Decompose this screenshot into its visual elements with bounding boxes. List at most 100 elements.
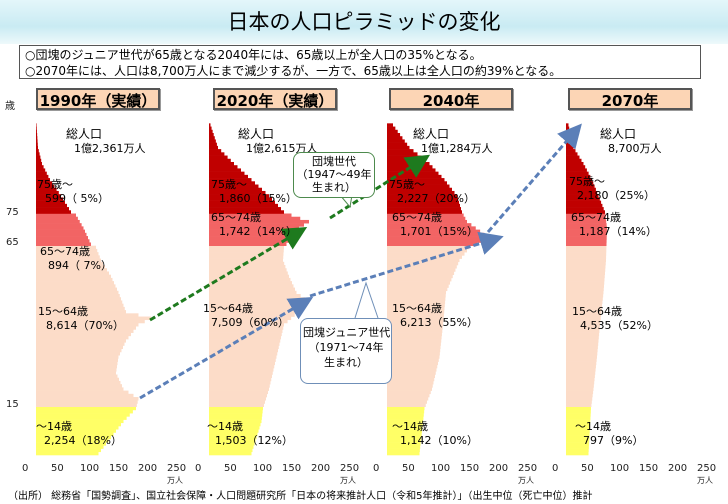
pyramid-bar (566, 342, 599, 346)
pyramid-bar (36, 133, 38, 137)
pyramid-bar (36, 174, 49, 179)
pyramid-bar (36, 329, 134, 333)
pyramid-bar (566, 310, 602, 314)
pyramid-bar (209, 203, 278, 208)
pyramid-bar (387, 306, 445, 311)
group-value: 1,860（15%） (219, 192, 297, 205)
pyramid-bar (387, 187, 452, 192)
pyramid-bar (36, 355, 119, 359)
pyramid-bar (36, 223, 82, 227)
group-label: 65～74歳 (40, 245, 90, 258)
pyramid-bar (566, 265, 606, 269)
pyramid-bar (209, 194, 269, 198)
pyramid-bar (36, 203, 67, 208)
pyramid-bar (387, 348, 441, 353)
pyramid-bar (566, 345, 598, 350)
group-label: 75歳～ (211, 178, 247, 191)
pyramid-bar (209, 403, 264, 407)
ytick-15: 15 (6, 399, 19, 410)
pyramid-bar (387, 236, 485, 240)
pyramid-bar (36, 371, 116, 375)
pyramid-bar (566, 210, 605, 214)
pyramid-bar (209, 158, 231, 163)
group-value: 1,187（14%） (579, 225, 657, 238)
pyramid-bar (566, 223, 607, 227)
pyramid-bar (566, 168, 587, 172)
pyramid-bar (36, 393, 134, 398)
pyramid-bar (566, 313, 602, 317)
pyramid-bar (209, 207, 281, 211)
pyramid-bar (566, 368, 596, 372)
pyramid-bar (209, 145, 218, 150)
pyramid-bar (209, 400, 265, 404)
pyramid-bar (36, 380, 121, 385)
pyramid-bar (209, 387, 269, 391)
pyramid-bar (566, 429, 590, 433)
pyramid-bar (36, 345, 123, 350)
pyramid-bar (387, 335, 442, 340)
pyramid-bar (566, 364, 596, 369)
note-line: ○2070年には、人口は8,700万人にまで減少するが、一方で、65歳以上は全人… (25, 64, 562, 78)
pyramid-bar (36, 438, 109, 443)
pyramid-bar (566, 400, 592, 404)
pyramid-bar (387, 310, 445, 314)
pyramid-bar (387, 435, 422, 440)
pyramid-bar (566, 445, 589, 449)
xtick-label: 150 (282, 463, 302, 474)
pyramid-bar (209, 380, 271, 385)
pyramid-bar (36, 219, 80, 224)
xtick-label: 250 (518, 463, 538, 474)
pyramid-bar (209, 213, 292, 218)
pyramid-bar (36, 422, 121, 427)
pyramid-bar (209, 310, 299, 314)
pyramid-bar (566, 232, 607, 237)
pyramid-bar (36, 294, 120, 298)
pyramid-bar (566, 171, 589, 176)
pyramid-bar (387, 274, 453, 279)
pyramid-bar (36, 216, 78, 221)
pyramid-bar (387, 277, 452, 282)
pyramid-bar (566, 287, 604, 292)
pyramid-bar (387, 142, 408, 147)
callout-tail (354, 281, 379, 319)
pyramid-bar (36, 290, 119, 295)
pyramid-bar (36, 426, 119, 430)
pyramid-bar (566, 332, 600, 337)
pyramid-bar (209, 287, 295, 292)
pyramid-bar (209, 326, 284, 330)
pyramid-bar (209, 229, 297, 234)
pyramid-bar (387, 210, 462, 214)
pyramid-bar (387, 390, 431, 395)
group-value: 1,742（14%） (219, 225, 297, 238)
total-value: 1億2,361万人 (74, 142, 146, 155)
pyramid-bar (566, 155, 580, 160)
group-label: ～14歳 (392, 420, 428, 433)
pyramid-bar (566, 255, 607, 259)
pyramid-bar (387, 194, 457, 198)
pyramid-bar (209, 442, 255, 446)
pyramid-bar (209, 438, 256, 443)
pyramid-bar (209, 432, 258, 436)
pyramid-bar (36, 271, 109, 275)
pyramid-bar (209, 413, 263, 417)
xtick-label: 0 (195, 463, 202, 474)
pyramid-bar (387, 300, 446, 304)
pyramid-bar (36, 287, 117, 292)
pyramid-bar (566, 335, 599, 340)
total-value: 1億2,615万人 (246, 142, 318, 155)
pyramid-bar (566, 277, 605, 282)
pyramid-bar (566, 213, 606, 218)
pyramid-bar (36, 248, 98, 253)
pyramid-bar (566, 451, 589, 456)
pyramid-bar (36, 268, 107, 272)
pyramid-bar (387, 203, 460, 208)
group-value: 599（ 5%） (45, 192, 109, 205)
pyramid-bar (36, 339, 126, 343)
pyramid-bar (36, 342, 125, 346)
chart-title: 日本の人口ピラミッドの変化 (227, 10, 501, 34)
group-label: 15～64歳 (572, 305, 622, 318)
pyramid-bar (387, 297, 446, 301)
pyramid-bar (387, 123, 393, 127)
total-value: 1億1,284万人 (421, 142, 493, 155)
pyramid-bar (566, 239, 607, 243)
